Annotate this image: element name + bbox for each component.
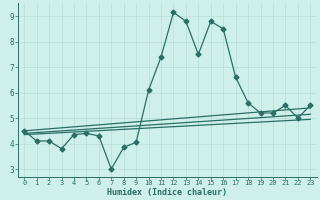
X-axis label: Humidex (Indice chaleur): Humidex (Indice chaleur)	[107, 188, 227, 197]
